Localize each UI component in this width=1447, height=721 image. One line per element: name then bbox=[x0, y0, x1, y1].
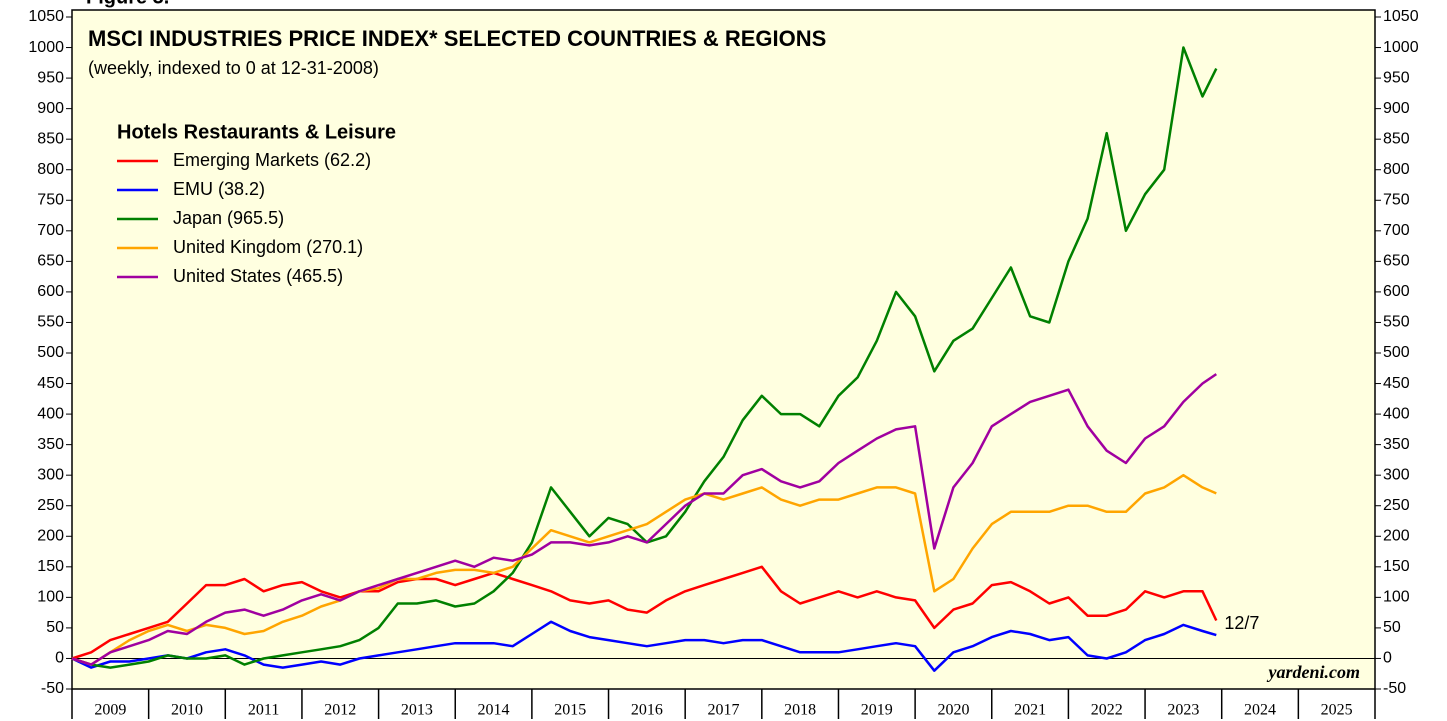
y-tick-label: 350 bbox=[37, 436, 64, 453]
y2-tick-label: 150 bbox=[1383, 558, 1410, 575]
y2-tick-label: 450 bbox=[1383, 375, 1410, 392]
y-tick-label: 200 bbox=[37, 527, 64, 544]
y-tick-label: 850 bbox=[37, 130, 64, 147]
y-tick-label: 50 bbox=[46, 619, 64, 636]
y-tick-label: 450 bbox=[37, 375, 64, 392]
y-tick-label: 800 bbox=[37, 161, 64, 178]
y2-tick-label: 800 bbox=[1383, 161, 1410, 178]
x-tick-label: 2019 bbox=[861, 702, 893, 719]
series-line bbox=[71, 620, 1217, 672]
source: yardeni.com bbox=[1267, 662, 1361, 682]
y2-tick-label: 650 bbox=[1383, 253, 1410, 270]
y2-tick-label: 850 bbox=[1383, 130, 1410, 147]
y-tick-label: 150 bbox=[37, 558, 64, 575]
y-tick-label: 500 bbox=[37, 344, 64, 361]
y-tick-label: 600 bbox=[37, 283, 64, 300]
x-tick-label: 2021 bbox=[1014, 702, 1046, 719]
x-tick-label: 2018 bbox=[784, 702, 816, 719]
y2-tick-label: -50 bbox=[1383, 680, 1406, 697]
x-tick-label: 2023 bbox=[1167, 702, 1199, 719]
y2-tick-label: 500 bbox=[1383, 344, 1410, 361]
y2-tick-label: 300 bbox=[1383, 466, 1410, 483]
x-tick-label: 2014 bbox=[478, 702, 510, 719]
y-tick-label: 950 bbox=[37, 69, 64, 86]
legend-label: EMU (38.2) bbox=[173, 179, 265, 199]
x-tick-label: 2024 bbox=[1244, 702, 1276, 719]
y2-tick-label: 1000 bbox=[1383, 39, 1419, 56]
series-line bbox=[71, 373, 1218, 666]
y2-tick-label: 400 bbox=[1383, 405, 1410, 422]
y-tick-label: 0 bbox=[55, 650, 64, 667]
y-tick-label: 700 bbox=[37, 222, 64, 239]
y2-tick-label: 200 bbox=[1383, 527, 1410, 544]
plot-area bbox=[71, 9, 1376, 690]
y-tick-label: 900 bbox=[37, 100, 64, 117]
x-tick-label: 2025 bbox=[1321, 702, 1353, 719]
y-tick-label: 650 bbox=[37, 253, 64, 270]
y-tick-label: 300 bbox=[37, 466, 64, 483]
y-tick-label: 550 bbox=[37, 314, 64, 331]
y2-tick-label: 750 bbox=[1383, 191, 1410, 208]
x-tick-label: 2017 bbox=[708, 702, 740, 719]
y2-tick-label: 350 bbox=[1383, 436, 1410, 453]
y2-tick-label: 100 bbox=[1383, 589, 1410, 606]
x-tick-label: 2009 bbox=[94, 702, 126, 719]
x-tick-label: 2020 bbox=[937, 702, 969, 719]
legend-label: Emerging Markets (62.2) bbox=[173, 150, 371, 170]
y-tick-label: 1000 bbox=[28, 39, 64, 56]
x-tick-label: 2013 bbox=[401, 702, 433, 719]
y-tick-label: -50 bbox=[41, 680, 64, 697]
series-line bbox=[71, 565, 1218, 660]
x-tick-label: 2012 bbox=[324, 702, 356, 719]
y-tick-label: 400 bbox=[37, 405, 64, 422]
y2-tick-label: 0 bbox=[1383, 650, 1392, 667]
x-tick-label: 2015 bbox=[554, 702, 586, 719]
x-tick-label: 2022 bbox=[1091, 702, 1123, 719]
y-tick-label: 750 bbox=[37, 191, 64, 208]
chart-title: MSCI INDUSTRIES PRICE INDEX* SELECTED CO… bbox=[88, 26, 826, 51]
y2-tick-label: 50 bbox=[1383, 619, 1401, 636]
legend-label: United States (465.5) bbox=[173, 266, 343, 286]
y2-tick-label: 900 bbox=[1383, 100, 1410, 117]
y-tick-label: 250 bbox=[37, 497, 64, 514]
y2-tick-label: 600 bbox=[1383, 283, 1410, 300]
x-tick-label: 2016 bbox=[631, 702, 663, 719]
chart-subtitle: (weekly, indexed to 0 at 12-31-2008) bbox=[88, 58, 379, 78]
y2-tick-label: 950 bbox=[1383, 69, 1410, 86]
x-tick-label: 2010 bbox=[171, 702, 203, 719]
y2-tick-label: 700 bbox=[1383, 222, 1410, 239]
y2-tick-label: 550 bbox=[1383, 314, 1410, 331]
legend-label: Japan (965.5) bbox=[173, 208, 284, 228]
annotation: 12/7 bbox=[1224, 613, 1259, 633]
series-line bbox=[71, 473, 1217, 666]
legend-title: Hotels Restaurants & Leisure bbox=[117, 121, 396, 143]
y-tick-label: 1050 bbox=[28, 8, 64, 25]
y-tick-label: 100 bbox=[37, 589, 64, 606]
figure-label: Figure 3. bbox=[86, 0, 169, 8]
legend-label: United Kingdom (270.1) bbox=[173, 237, 363, 257]
x-tick-label: 2011 bbox=[248, 702, 279, 719]
y2-tick-label: 1050 bbox=[1383, 8, 1419, 25]
y2-tick-label: 250 bbox=[1383, 497, 1410, 514]
